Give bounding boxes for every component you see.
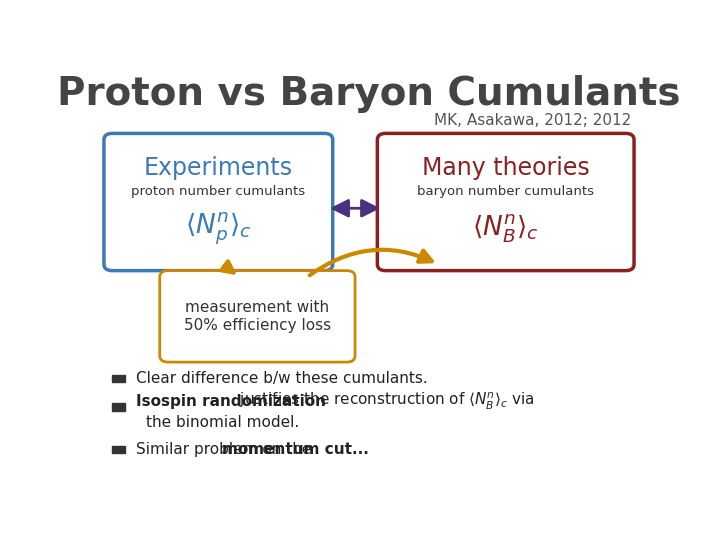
Text: baryon number cumulants: baryon number cumulants [417,185,594,198]
FancyBboxPatch shape [104,133,333,271]
Text: Proton vs Baryon Cumulants: Proton vs Baryon Cumulants [58,75,680,113]
FancyBboxPatch shape [160,271,355,362]
Text: measurement with
50% efficiency loss: measurement with 50% efficiency loss [184,300,331,333]
FancyArrowPatch shape [221,261,233,273]
Bar [112,403,125,411]
Text: Clear difference b/w these cumulants.: Clear difference b/w these cumulants. [136,371,428,386]
FancyArrowPatch shape [310,250,432,275]
Bar [112,446,125,453]
Text: proton number cumulants: proton number cumulants [131,185,305,198]
FancyBboxPatch shape [377,133,634,271]
Bar [112,375,125,382]
Text: Experiments: Experiments [144,156,293,180]
Text: $\langle N_B^n\rangle_c$: $\langle N_B^n\rangle_c$ [472,213,539,245]
Text: momentum cut...: momentum cut... [222,442,369,457]
Text: $\langle N_p^n\rangle_c$: $\langle N_p^n\rangle_c$ [185,211,252,247]
Text: Similar problem on the: Similar problem on the [136,442,316,457]
Text: MK, Asakawa, 2012; 2012: MK, Asakawa, 2012; 2012 [434,113,631,127]
Text: justifies the reconstruction of $\langle N_B^n\rangle_c$ via: justifies the reconstruction of $\langle… [235,391,535,412]
Text: the binomial model.: the binomial model. [145,415,299,430]
Text: Isospin randomization: Isospin randomization [136,394,325,409]
Text: Many theories: Many theories [422,156,590,180]
